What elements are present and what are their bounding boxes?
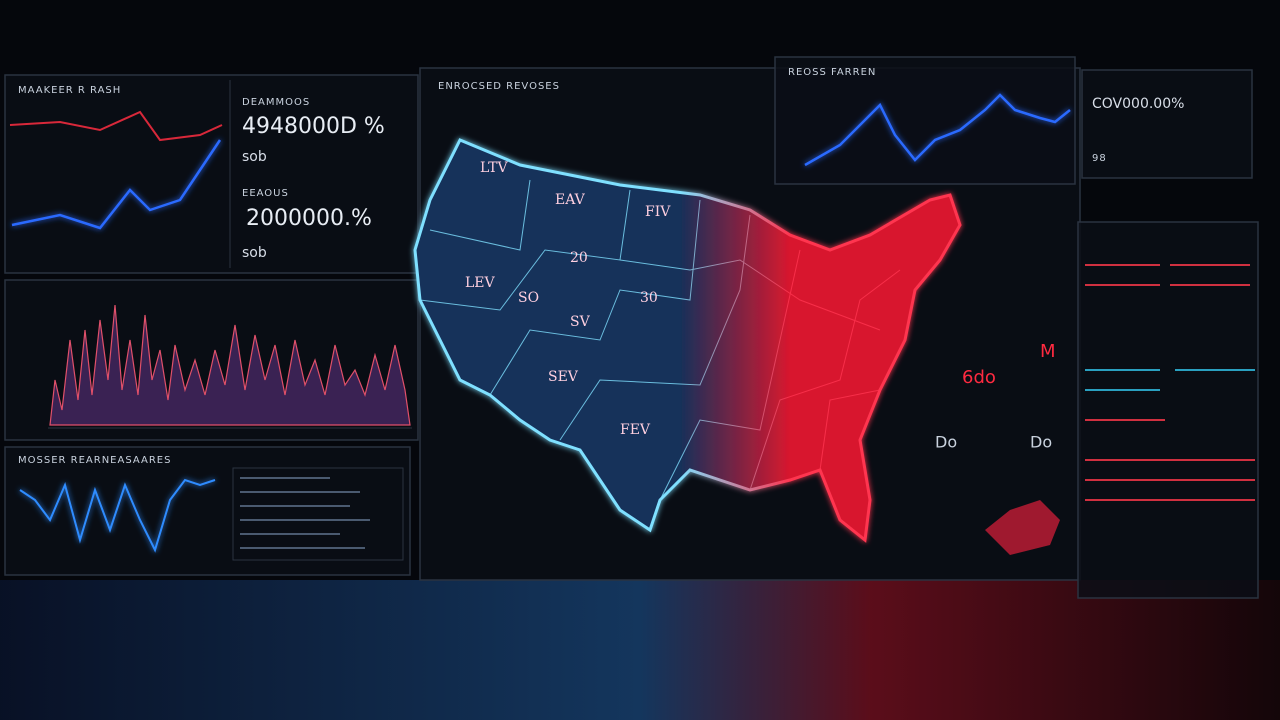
panel	[774, 56, 1076, 185]
panel	[4, 74, 419, 274]
map-label: SO	[518, 290, 539, 306]
map-label: SV	[570, 314, 591, 330]
panel-title: MOSSER REARNEASAARES	[18, 455, 171, 466]
map-label: SEV	[548, 369, 579, 385]
map-label: LTV	[480, 160, 508, 176]
kpi-sub: 98	[1092, 153, 1107, 164]
map-label: FIV	[645, 204, 671, 220]
heat-cluster	[985, 500, 1060, 555]
kpi-value: COV000.00%	[1092, 96, 1184, 112]
table-lines	[1085, 264, 1255, 501]
map-label: EAV	[555, 192, 586, 208]
table-lines	[1085, 369, 1255, 391]
sparkline	[11, 139, 222, 230]
panel-title: REOSS FARREN	[788, 67, 876, 78]
kpi-box	[1081, 69, 1253, 179]
stat-value: 2000000.%	[246, 206, 372, 231]
label: Do	[1030, 433, 1052, 452]
panel	[4, 279, 419, 441]
sparkline	[19, 478, 216, 553]
sparkline	[804, 93, 1071, 167]
sparkline	[9, 110, 223, 142]
map-label: FEV	[620, 422, 651, 438]
stat-sub: sob	[242, 245, 267, 261]
panel	[4, 446, 411, 576]
label: Do	[935, 433, 957, 452]
table-box	[232, 467, 404, 561]
stat-label: EEAOUS	[242, 188, 289, 199]
stat-label: DEAMMOOS	[242, 97, 310, 108]
table-lines	[240, 477, 370, 549]
map-label: 20	[570, 250, 588, 266]
map-label: LEV	[465, 275, 496, 291]
red-label: 6do	[962, 367, 996, 388]
stat-sub: sob	[242, 149, 267, 165]
stat-value: 4948000D %	[242, 114, 385, 139]
red-label: M	[1040, 341, 1056, 362]
panel	[1077, 221, 1259, 599]
panel-title: MAAKEER R RASH	[18, 85, 121, 96]
map-labels: LTV EAV FIV 20 LEV SO 30 SV SEV FEV	[465, 160, 671, 438]
floor-reflection	[0, 580, 1280, 720]
panel-title: ENROCSED REVOSES	[438, 81, 560, 92]
state-borders	[419, 179, 901, 501]
map-label: 30	[640, 290, 658, 306]
spike-chart	[49, 304, 411, 426]
